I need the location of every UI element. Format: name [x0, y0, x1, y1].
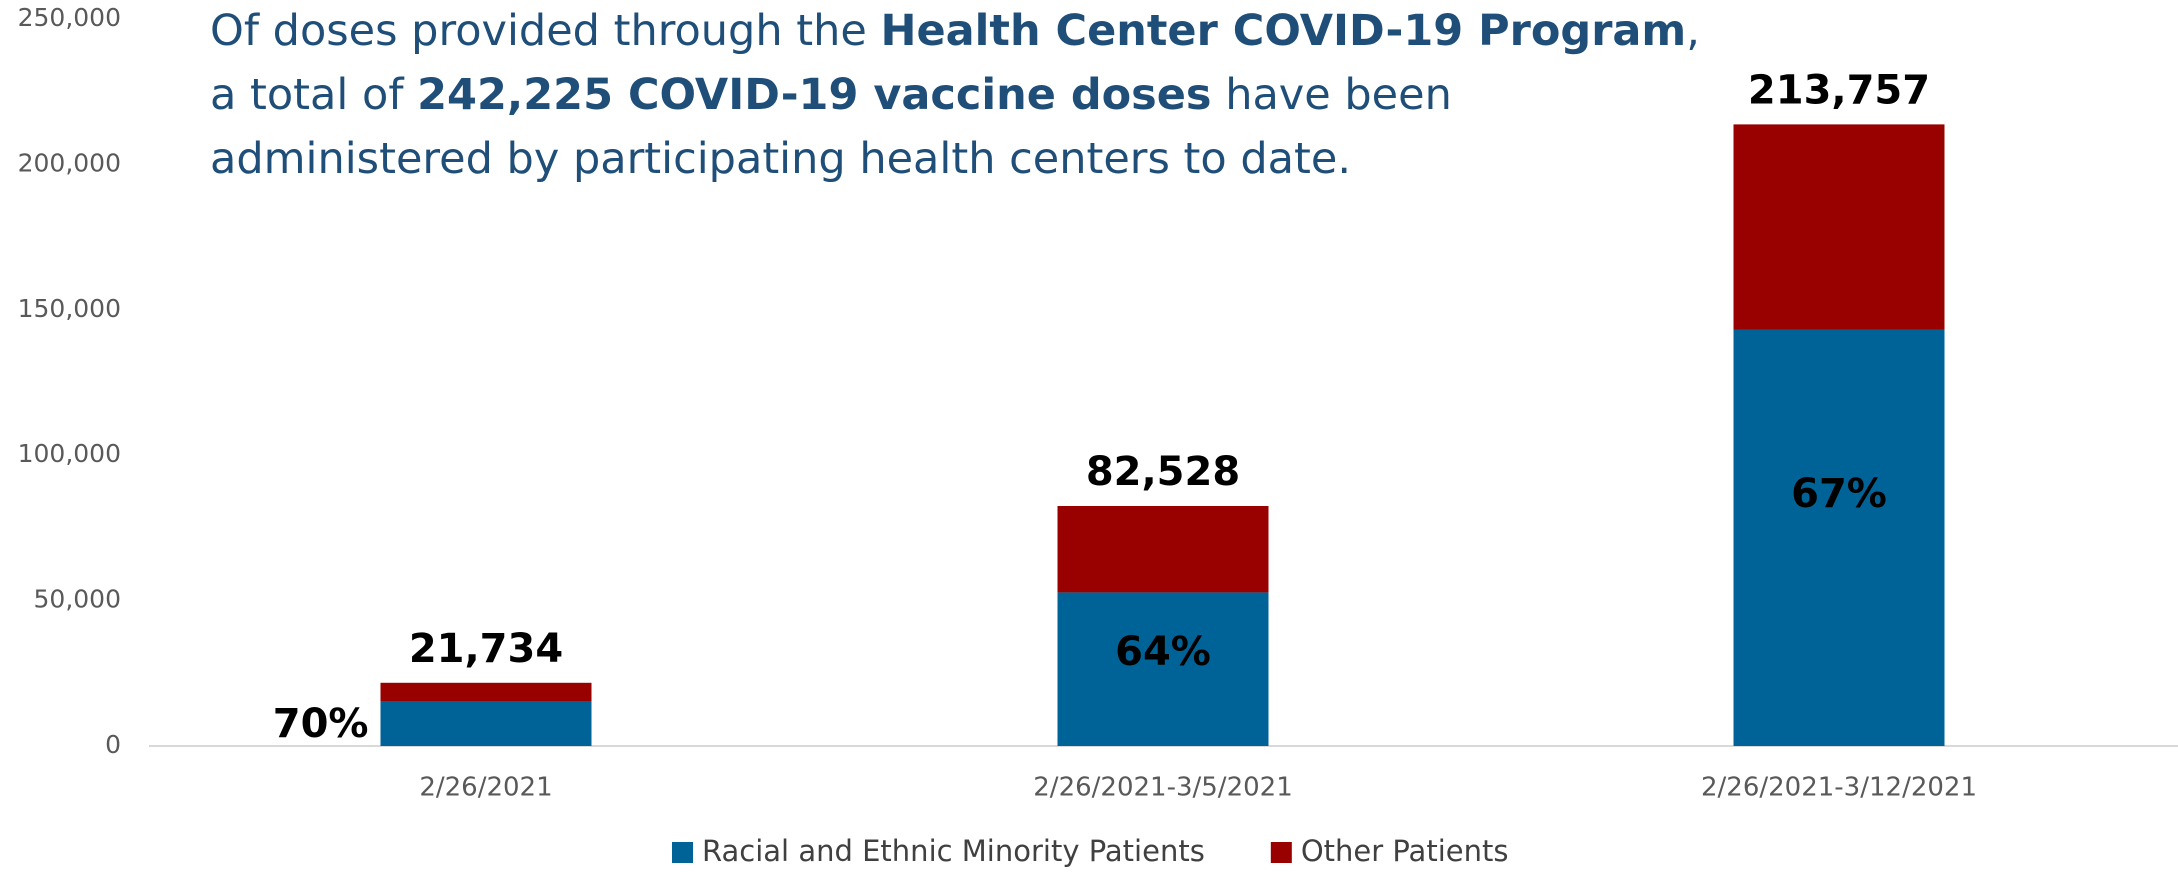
title-text: , [1686, 6, 1700, 56]
y-tick-label: 100,000 [18, 439, 121, 468]
title-text: administered by participating health cen… [210, 134, 1351, 184]
bar-segment [1057, 506, 1269, 593]
bar-segment [1733, 124, 1945, 330]
y-tick-label: 250,000 [18, 3, 121, 32]
share-label: 64% [1115, 629, 1211, 675]
bar-segment [1057, 592, 1269, 746]
title-line: a total of 242,225 COVID-19 vaccine dose… [210, 70, 1452, 120]
bar-segment [1733, 329, 1945, 746]
legend-swatch [672, 842, 693, 863]
y-tick-label: 50,000 [34, 585, 121, 614]
total-label: 21,734 [409, 626, 563, 672]
total-label: 213,757 [1748, 67, 1930, 113]
title-bold: Health Center COVID-19 Program [881, 6, 1687, 56]
title-line: Of doses provided through the Health Cen… [210, 6, 1700, 56]
title-line: administered by participating health cen… [210, 134, 1351, 184]
legend-label: Racial and Ethnic Minority Patients [702, 834, 1205, 868]
x-tick-label: 2/26/2021-3/5/2021 [1033, 773, 1292, 803]
x-tick-label: 2/26/2021-3/12/2021 [1701, 773, 1977, 803]
share-label: 70% [273, 701, 369, 747]
y-tick-label: 200,000 [18, 148, 121, 177]
legend-label: Other Patients [1301, 834, 1509, 868]
legend-swatch [1270, 842, 1292, 863]
title-bold: 242,225 COVID-19 vaccine doses [417, 70, 1211, 120]
bar-segment [380, 682, 592, 702]
bar-segment [380, 701, 592, 746]
title-text: a total of [210, 70, 417, 120]
y-tick-label: 150,000 [18, 294, 121, 323]
x-tick-label: 2/26/2021 [419, 773, 552, 803]
title-text: Of doses provided through the [210, 6, 881, 56]
y-tick-label: 0 [105, 730, 121, 759]
total-label: 82,528 [1086, 449, 1240, 495]
share-label: 67% [1791, 471, 1887, 517]
title-text: have been [1212, 70, 1452, 120]
